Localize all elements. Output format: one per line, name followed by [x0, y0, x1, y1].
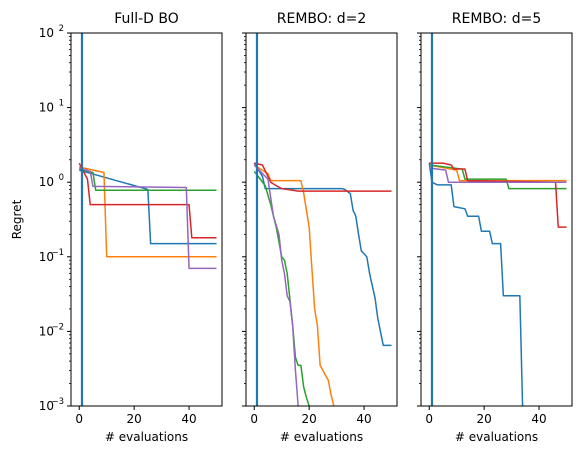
- subplot-title: REMBO: d=2: [277, 11, 366, 27]
- subplot-title: REMBO: d=5: [452, 11, 541, 27]
- series-line-5: [253, 164, 299, 406]
- y-tick-exponent: 1: [59, 99, 64, 109]
- series-line-5: [79, 167, 217, 270]
- series-line-2: [253, 164, 335, 406]
- y-tick-exponent: 2: [59, 24, 64, 34]
- series-line-2: [429, 164, 567, 182]
- axes-frame: [420, 32, 573, 407]
- x-tick-label: 40: [181, 412, 196, 426]
- y-tick-exponent: −3: [51, 397, 64, 407]
- series-lines: [78, 33, 217, 406]
- axes-frame: [245, 32, 398, 407]
- series-line-1: [428, 163, 524, 406]
- axes-frame: [70, 32, 223, 407]
- x-tick-label: 0: [425, 412, 433, 426]
- y-axis-label: Regret: [10, 199, 24, 239]
- series-lines: [428, 33, 567, 406]
- x-tick-label: 40: [531, 412, 546, 426]
- x-tick-label: 20: [302, 412, 317, 426]
- series-line-2: [79, 166, 217, 258]
- x-tick-label: 0: [250, 412, 258, 426]
- series-line-1: [79, 169, 217, 245]
- series-line-4: [78, 162, 217, 239]
- series-line-4: [254, 162, 392, 192]
- x-tick-label: 20: [127, 412, 142, 426]
- series-line-1: [253, 162, 392, 347]
- series-line-4: [429, 162, 567, 228]
- x-tick-label: 0: [75, 412, 83, 426]
- series-line-5: [429, 167, 567, 183]
- series-lines: [253, 33, 392, 406]
- y-tick-exponent: −1: [51, 248, 64, 258]
- subplot-title: Full-D BO: [114, 11, 179, 27]
- x-axis-label: # evaluations: [105, 430, 188, 444]
- subplot-3: 0 20 40 REMBO: d=5 # evaluations: [417, 11, 573, 444]
- x-tick-label: 40: [356, 412, 371, 426]
- subplot-2: 0 20 40 REMBO: d=2 # evaluations: [242, 11, 398, 444]
- y-tick-exponent: 0: [59, 173, 64, 183]
- x-axis-label: # evaluations: [455, 430, 538, 444]
- x-tick-label: 20: [477, 412, 492, 426]
- x-axis-label: # evaluations: [280, 430, 363, 444]
- y-tick-exponent: −2: [51, 322, 64, 332]
